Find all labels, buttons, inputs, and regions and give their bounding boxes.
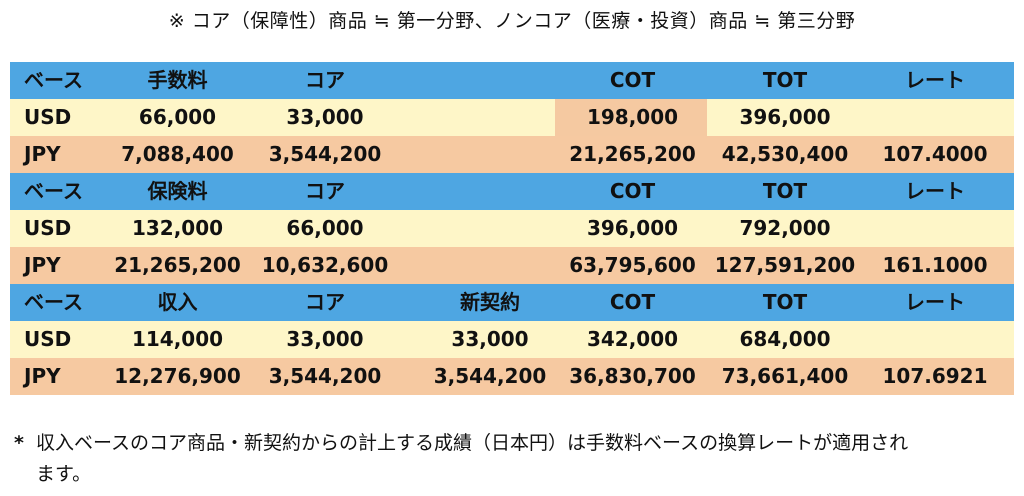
currency-label: USD [24, 105, 72, 129]
usd-value-tot: 684,000 [739, 327, 831, 351]
usd-value-1: 114,000 [131, 327, 224, 351]
header-col-1: 手数料 [147, 68, 208, 92]
jpy-row: JPY 21,265,200 10,632,600 63,795,600 127… [10, 247, 1014, 284]
usd-value-tot: 396,000 [739, 105, 831, 129]
header-row: ベース 収入 コア 新契約 COT TOT レート [10, 284, 1014, 321]
commission-table: ベース 手数料 コア COT TOT レート USD 66,000 33,000… [10, 62, 1014, 395]
header-col-cot: COT [609, 290, 656, 314]
header-col-3 [415, 173, 565, 210]
jpy-value-2: 10,632,600 [261, 253, 389, 277]
usd-value-3 [415, 99, 565, 136]
jpy-value-tot: 42,530,400 [721, 142, 849, 166]
header-col-rate: レート [905, 68, 965, 92]
jpy-row: JPY 12,276,900 3,544,200 3,544,200 36,83… [10, 358, 1014, 395]
header-col-3: 新契約 [460, 290, 520, 314]
footnote-marker: * [14, 432, 24, 454]
header-col-cot: COT [609, 179, 656, 203]
footnote: * 収入ベースのコア商品・新契約からの計上する成績（日本円）は手数料ベースの換算レ… [14, 428, 1014, 490]
usd-row: USD 132,000 66,000 396,000 792,000 [10, 210, 1014, 247]
jpy-value-rate: 107.6921 [882, 364, 988, 388]
jpy-value-3: 3,544,200 [433, 364, 547, 388]
jpy-value-3 [415, 136, 565, 173]
header-col-tot: TOT [762, 290, 808, 314]
usd-value-3: 33,000 [451, 327, 529, 351]
currency-label: JPY [24, 364, 61, 388]
header-col-tot: TOT [762, 68, 808, 92]
jpy-row: JPY 7,088,400 3,544,200 21,265,200 42,53… [10, 136, 1014, 173]
jpy-value-rate: 161.1000 [882, 253, 988, 277]
header-col-3 [415, 62, 565, 99]
header-row: ベース 手数料 コア COT TOT レート [10, 62, 1014, 99]
usd-row: USD 66,000 33,000 198,000 396,000 [10, 99, 1014, 136]
jpy-value-tot: 73,661,400 [721, 364, 849, 388]
top-note: ※ コア（保障性）商品 ≒ 第一分野、ノンコア（医療・投資）商品 ≒ 第三分野 [168, 10, 856, 32]
usd-value-tot: 792,000 [739, 216, 831, 240]
jpy-value-2: 3,544,200 [268, 142, 382, 166]
header-col-2: コア [305, 179, 345, 203]
currency-label: USD [24, 216, 72, 240]
footnote-text-2: ます。 [36, 463, 92, 485]
header-base: ベース [24, 68, 83, 92]
jpy-value-cot: 21,265,200 [569, 142, 696, 166]
usd-value-cot: 396,000 [586, 216, 679, 240]
header-col-1: 保険料 [147, 179, 208, 203]
currency-label: JPY [24, 253, 61, 277]
jpy-value-1: 7,088,400 [121, 142, 234, 166]
header-col-tot: TOT [762, 179, 808, 203]
usd-value-rate [870, 210, 1000, 247]
usd-value-2: 66,000 [286, 216, 364, 240]
jpy-value-2: 3,544,200 [268, 364, 382, 388]
header-base: ベース [24, 179, 83, 203]
header-row: ベース 保険料 コア COT TOT レート [10, 173, 1014, 210]
header-col-2: コア [305, 68, 345, 92]
usd-value-cot: 198,000 [586, 105, 679, 129]
usd-value-3 [415, 210, 565, 247]
header-base: ベース [24, 290, 83, 314]
usd-value-cot: 342,000 [586, 327, 679, 351]
currency-label: USD [24, 327, 72, 351]
jpy-value-cot: 36,830,700 [569, 364, 696, 388]
usd-value-1: 66,000 [138, 105, 217, 129]
jpy-value-3 [415, 247, 565, 284]
cot-highlight [555, 99, 707, 136]
jpy-value-tot: 127,591,200 [714, 253, 856, 277]
footnote-text-1: 収入ベースのコア商品・新契約からの計上する成績（日本円）は手数料ベースの換算レー… [36, 432, 909, 454]
usd-value-1: 132,000 [131, 216, 224, 240]
jpy-value-1: 21,265,200 [114, 253, 241, 277]
currency-label: JPY [24, 142, 61, 166]
usd-row: USD 114,000 33,000 33,000 342,000 684,00… [10, 321, 1014, 358]
header-col-2: コア [305, 290, 345, 314]
usd-value-rate [870, 99, 1000, 136]
jpy-value-cot: 63,795,600 [569, 253, 696, 277]
usd-value-2: 33,000 [286, 105, 364, 129]
jpy-value-rate: 107.4000 [882, 142, 988, 166]
usd-value-rate [870, 321, 1000, 358]
jpy-value-1: 12,276,900 [114, 364, 241, 388]
header-col-rate: レート [905, 179, 965, 203]
header-col-1: 収入 [157, 290, 198, 314]
usd-value-2: 33,000 [286, 327, 364, 351]
footnote-line-1: * 収入ベースのコア商品・新契約からの計上する成績（日本円）は手数料ベースの換算レ… [14, 428, 1014, 459]
header-col-rate: レート [905, 290, 965, 314]
header-col-cot: COT [609, 68, 656, 92]
